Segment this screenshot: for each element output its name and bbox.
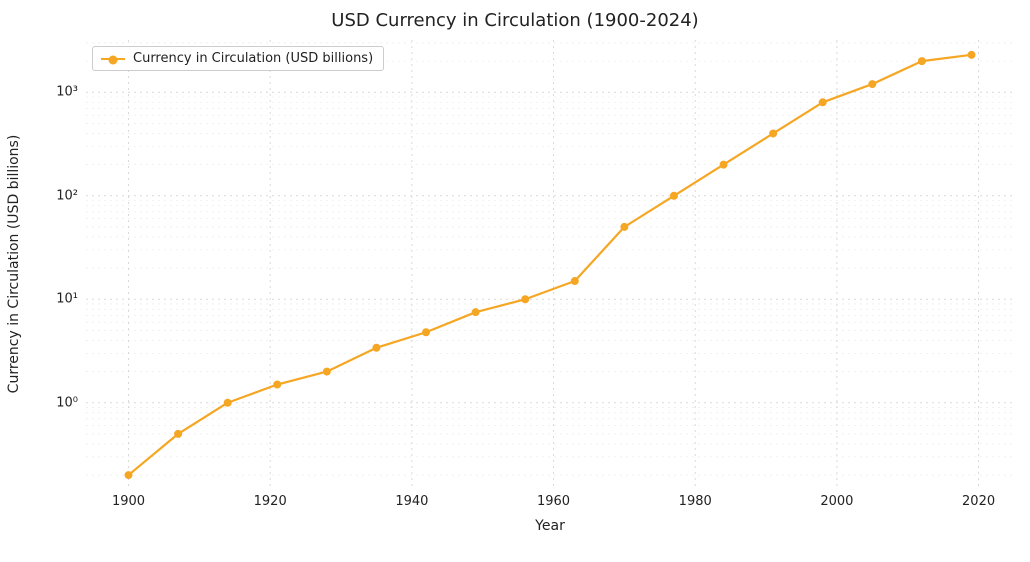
x-tick-label: 1900 <box>112 494 145 509</box>
chart-title: USD Currency in Circulation (1900-2024) <box>0 10 1030 31</box>
y-tick-label: 10⁰ <box>56 395 78 410</box>
x-axis-label: Year <box>535 518 565 534</box>
legend-line <box>101 58 125 60</box>
plot-area <box>86 40 1014 488</box>
chart-svg <box>86 40 1014 488</box>
x-tick-label: 1940 <box>395 494 428 509</box>
legend-label: Currency in Circulation (USD billions) <box>133 51 373 66</box>
chart-root: USD Currency in Circulation (1900-2024) … <box>0 0 1030 562</box>
x-tick-label: 1980 <box>679 494 712 509</box>
x-tick-label: 2000 <box>820 494 853 509</box>
y-tick-label: 10¹ <box>56 292 78 307</box>
y-axis-label: Currency in Circulation (USD billions) <box>6 135 22 394</box>
x-tick-label: 1920 <box>254 494 287 509</box>
x-tick-label: 1960 <box>537 494 570 509</box>
legend: Currency in Circulation (USD billions) <box>92 46 384 71</box>
legend-marker-icon <box>109 55 118 64</box>
legend-swatch <box>101 58 125 60</box>
x-tick-label: 2020 <box>962 494 995 509</box>
y-tick-label: 10² <box>56 188 78 203</box>
y-tick-label: 10³ <box>56 85 78 100</box>
